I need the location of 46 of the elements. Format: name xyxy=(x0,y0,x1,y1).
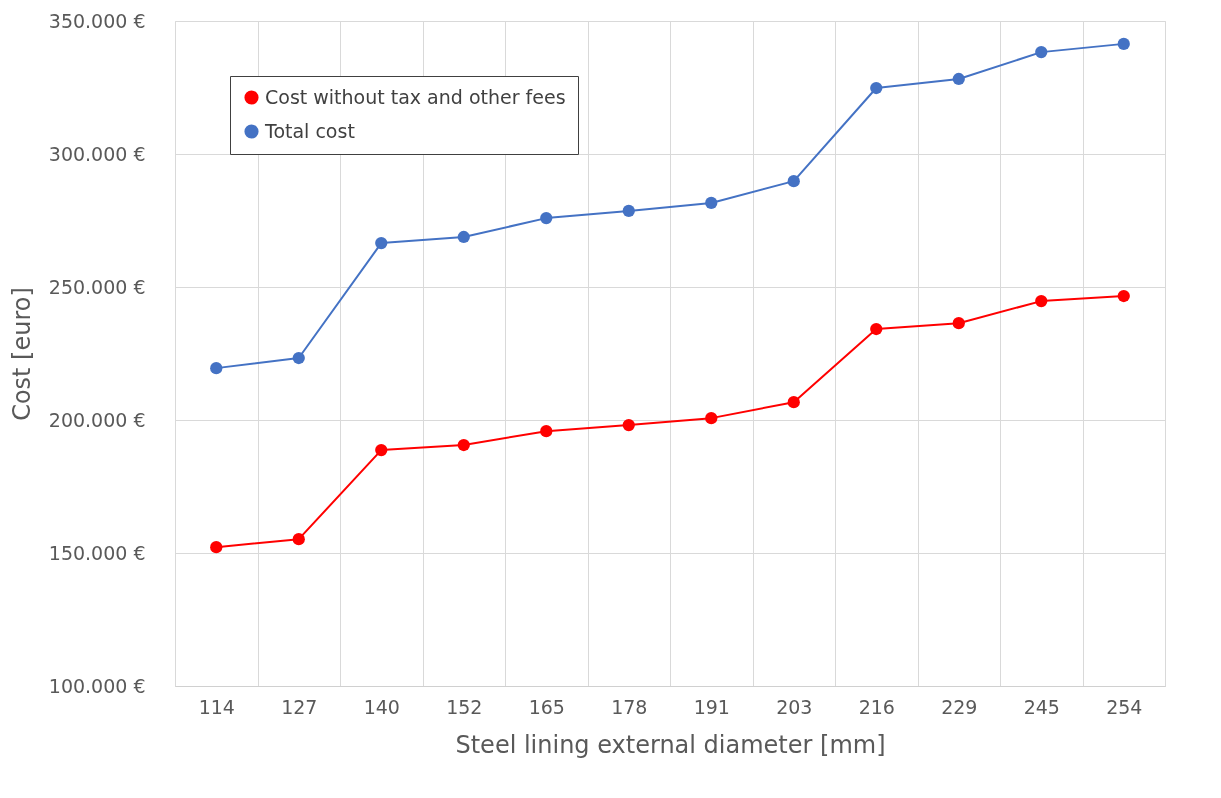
point xyxy=(787,396,800,409)
y-tick-label: 300.000 € xyxy=(48,142,146,165)
x-tick-label: 152 xyxy=(446,695,483,718)
point xyxy=(457,230,470,244)
point xyxy=(952,72,965,86)
x-axis-title: Steel lining external diameter [mm] xyxy=(455,730,886,759)
legend-label: Total cost xyxy=(264,119,355,142)
x-tick-label: 216 xyxy=(858,695,895,718)
point xyxy=(870,81,883,95)
point xyxy=(540,425,553,438)
point xyxy=(1035,46,1048,59)
legend-label: Cost without tax and other fees xyxy=(265,85,566,108)
point xyxy=(787,175,800,188)
x-tick-label: 229 xyxy=(941,695,978,718)
point xyxy=(1117,37,1130,50)
point xyxy=(375,443,388,457)
x-tick-label: 140 xyxy=(363,695,400,718)
x-tick-label: 165 xyxy=(528,695,565,718)
point xyxy=(870,322,883,336)
point xyxy=(1035,294,1048,308)
y-tick-label: 200.000 € xyxy=(48,408,146,431)
x-tick-label: 178 xyxy=(611,695,648,718)
y-axis-title: Cost [euro] xyxy=(7,287,36,421)
point xyxy=(705,412,718,425)
x-tick-label: 191 xyxy=(693,695,730,718)
x-tick-label: 114 xyxy=(198,695,235,718)
point xyxy=(1117,289,1130,303)
x-tick-label: 203 xyxy=(776,695,813,718)
x-tick-label: 254 xyxy=(1106,695,1143,718)
point xyxy=(210,541,223,554)
point xyxy=(952,317,965,330)
point xyxy=(622,418,635,432)
y-tick-label: 250.000 € xyxy=(48,275,146,298)
point xyxy=(292,351,305,365)
y-tick-label: 100.000 € xyxy=(48,674,146,697)
point xyxy=(375,237,388,250)
point xyxy=(705,196,718,210)
point xyxy=(292,533,305,546)
point xyxy=(457,438,470,452)
point xyxy=(540,211,553,225)
y-tick-label: 150.000 € xyxy=(48,541,146,564)
point xyxy=(210,362,223,375)
point xyxy=(622,204,635,218)
y-tick-label: 350.000 € xyxy=(48,9,146,32)
x-tick-label: 127 xyxy=(281,695,318,718)
x-tick-label: 245 xyxy=(1023,695,1060,718)
